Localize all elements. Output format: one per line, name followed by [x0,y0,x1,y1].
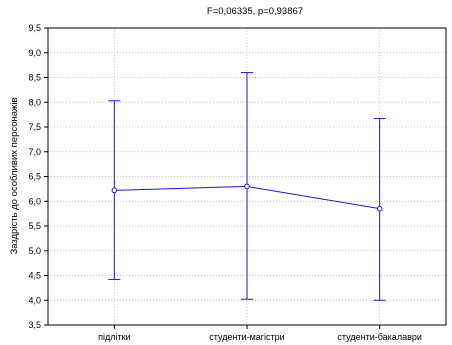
mean-point [244,183,250,190]
y-tick-label: 6,0 [28,196,41,206]
y-tick-label: 9,5 [28,23,41,33]
y-tick-label: 4,0 [28,295,41,305]
y-tick-labels: 3,5 4,0 4,5 5,0 5,5 6,0 6,5 7,0 7,5 8,0 8,5 9,0 9,5 [28,23,41,330]
x-tick-label: студенти-бакалаври [337,332,421,342]
y-tick-label: 5,5 [28,221,41,231]
y-tick-label: 4,5 [28,271,41,281]
plot-frame [47,27,447,326]
axes [44,27,447,329]
chart-title: F=0,06335, p=0,93867 [207,6,303,17]
y-tick-label: 8,5 [28,73,41,83]
x-tick-label: підлітки [98,332,130,342]
y-tick-label: 5,0 [28,246,41,256]
y-tick-label: 6,5 [28,172,41,182]
mean-point [376,205,383,212]
y-tick-label: 3,5 [28,320,41,330]
y-tick-label: 9,0 [28,48,41,58]
y-tick-label: 7,0 [28,147,41,157]
x-tick-labels: підлітки студенти-магістри студенти-бакала… [98,332,422,342]
x-tick-label: студенти-магістри [209,332,284,342]
mean-point [111,187,118,194]
y-tick-label: 8,0 [28,97,41,107]
y-axis-label: Заздрість до особливих персонажів [9,97,20,254]
series-group [108,72,386,301]
y-tick-label: 7,5 [28,122,41,132]
